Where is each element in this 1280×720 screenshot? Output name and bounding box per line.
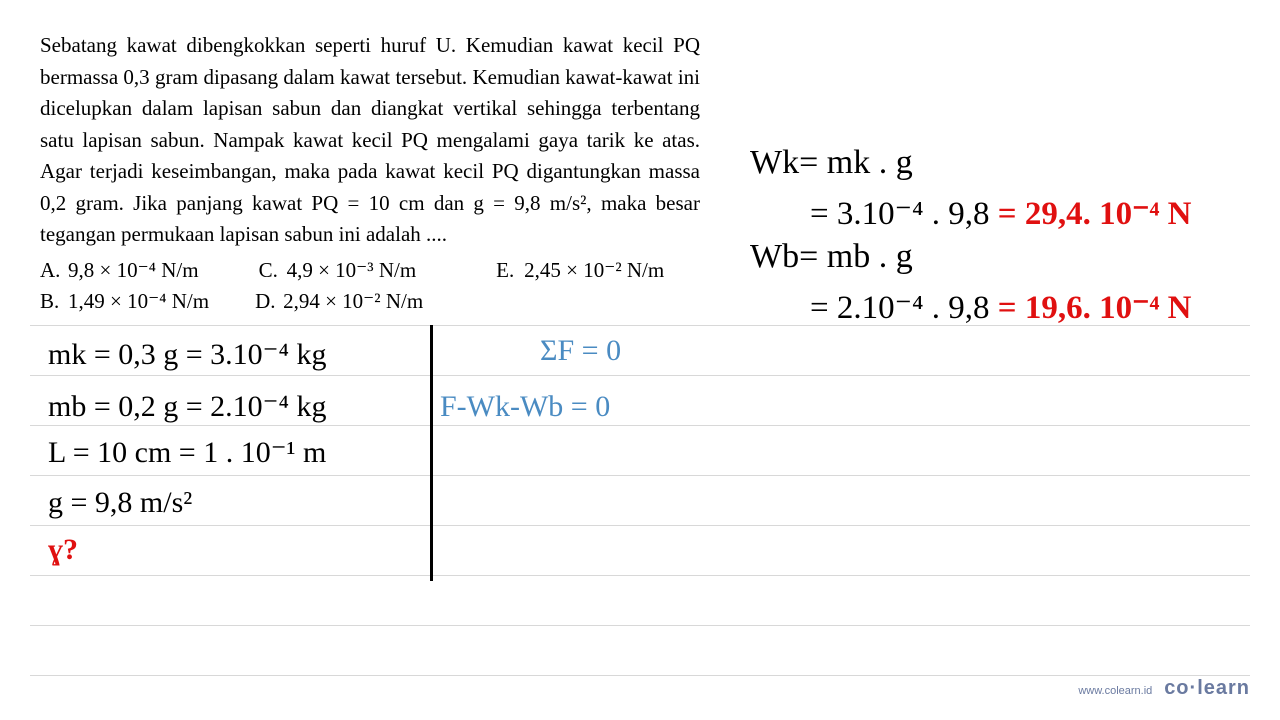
problem-body: Sebatang kawat dibengkokkan seperti huru… — [40, 33, 700, 246]
sum-forces: ΣF = 0 — [540, 336, 621, 366]
option-d: D.2,94 × 10⁻² N/m — [255, 286, 423, 318]
footer-brand: co·learn — [1164, 677, 1250, 699]
given-l: L = 10 cm = 1 . 10⁻¹ m — [48, 438, 326, 468]
notebook-lines — [0, 325, 1280, 720]
wk-formula: Wk= mk . g — [750, 146, 913, 180]
given-g: g = 9,8 m/s² — [48, 488, 192, 518]
given-mb: mb = 0,2 g = 2.10⁻⁴ kg — [48, 392, 326, 422]
option-a: A.9,8 × 10⁻⁴ N/m — [40, 255, 199, 287]
footer-url: www.colearn.id — [1078, 685, 1152, 697]
wk-calc: = 3.10⁻⁴ . 9,8 = 29,4. 10⁻⁴ N — [810, 198, 1192, 231]
problem-statement: Sebatang kawat dibengkokkan seperti huru… — [0, 0, 740, 251]
given-gamma: ɣ? — [48, 535, 78, 565]
vertical-divider — [430, 325, 433, 581]
force-equation: F-Wk-Wb = 0 — [440, 392, 610, 422]
given-mk: mk = 0,3 g = 3.10⁻⁴ kg — [48, 340, 326, 370]
wb-formula: Wb= mb . g — [750, 240, 913, 274]
option-c: C.4,9 × 10⁻³ N/m — [259, 255, 417, 287]
option-e: E.2,45 × 10⁻² N/m — [496, 255, 664, 287]
wb-calc: = 2.10⁻⁴ . 9,8 = 19,6. 10⁻⁴ N — [810, 292, 1192, 325]
option-b: B.1,49 × 10⁻⁴ N/m — [40, 286, 209, 318]
footer: www.colearn.id co·learn — [1078, 677, 1250, 700]
